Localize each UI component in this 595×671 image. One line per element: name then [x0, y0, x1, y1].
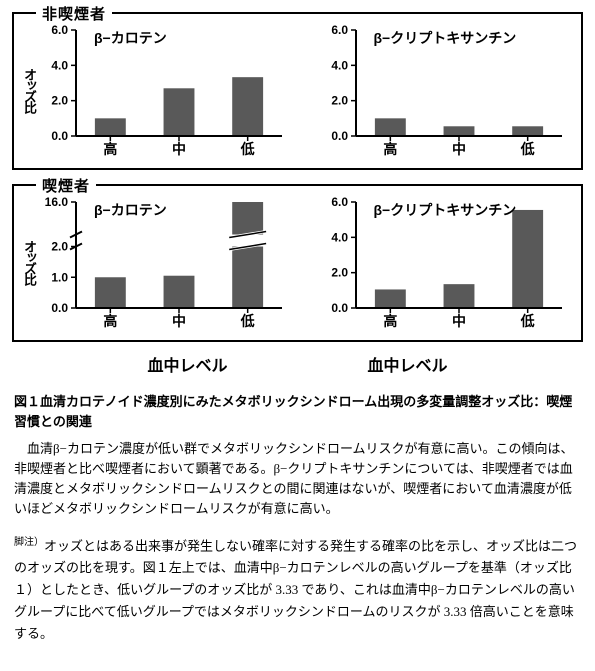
- svg-text:高: 高: [103, 313, 117, 329]
- xaxis-label-row: 血中レベル 血中レベル: [12, 352, 583, 376]
- svg-text:低: 低: [519, 141, 534, 157]
- chart-title-bottom-right: β−クリプトキサンチン: [374, 200, 517, 220]
- svg-text:中: 中: [452, 141, 466, 157]
- svg-text:高: 高: [383, 313, 397, 329]
- panel-smokers: 喫煙者 オッズ比 β−カロテン 0.01.02.016.0高中低 β−クリプトキ…: [12, 184, 583, 342]
- figure-body: 血清β−カロテン濃度が低い群でメタボリックシンドロームリスクが有意に高い。この傾…: [14, 439, 581, 520]
- footnote-label: 脚注）: [14, 537, 44, 548]
- footnote-text: オッズとはある出来事が発生しない確率に対する発生する確率の比を示し、オッズ比は二…: [14, 538, 577, 641]
- svg-text:0.0: 0.0: [51, 301, 68, 315]
- svg-text:低: 低: [519, 313, 534, 329]
- chart-bottom-left: オッズ比 β−カロテン 0.0 1.0 2.0 16.0 高 中 低: [22, 192, 294, 332]
- svg-text:低: 低: [240, 313, 255, 329]
- svg-text:4.0: 4.0: [331, 230, 348, 244]
- svg-text:16.0: 16.0: [45, 195, 69, 209]
- svg-text:2.0: 2.0: [51, 240, 68, 254]
- svg-text:2.0: 2.0: [331, 94, 348, 108]
- panel-nonsmokers: 非喫煙者 オッズ比 β−カロテン 0.02.04.06.0高中低 β−クリプトキ…: [12, 12, 583, 170]
- chart-row-top: オッズ比 β−カロテン 0.0 2.0 4.0 6.0 高 中 低 β−クリプトキサンチン …: [22, 20, 573, 160]
- svg-text:0.0: 0.0: [51, 129, 68, 143]
- xaxis-label-left: 血中レベル: [147, 352, 227, 376]
- chart-title-bottom-left: β−カロテン: [94, 200, 167, 220]
- svg-text:0.0: 0.0: [331, 301, 348, 315]
- svg-text:低: 低: [240, 141, 255, 157]
- svg-text:2.0: 2.0: [51, 94, 68, 108]
- svg-text:中: 中: [452, 313, 466, 329]
- svg-text:6.0: 6.0: [331, 23, 348, 37]
- footnote: 脚注）オッズとはある出来事が発生しない確率に対する発生する確率の比を示し、オッズ…: [14, 534, 581, 646]
- svg-text:2.0: 2.0: [331, 266, 348, 280]
- chart-top-left: オッズ比 β−カロテン 0.0 2.0 4.0 6.0 高 中 低: [22, 20, 294, 160]
- chart-top-right: β−クリプトキサンチン 0.0 2.0 4.0 6.0 高 中 低: [302, 20, 574, 160]
- svg-text:高: 高: [103, 141, 117, 157]
- ylabel-top-left: オッズ比: [20, 68, 39, 112]
- svg-text:4.0: 4.0: [331, 58, 348, 72]
- svg-text:0.0: 0.0: [331, 129, 348, 143]
- svg-text:4.0: 4.0: [51, 58, 68, 72]
- chart-bottom-right: β−クリプトキサンチン 0.0 2.0 4.0 6.0 高 中 低: [302, 192, 574, 332]
- svg-text:6.0: 6.0: [51, 23, 68, 37]
- svg-text:中: 中: [172, 141, 186, 157]
- chart-row-bottom: オッズ比 β−カロテン 0.0 1.0 2.0 16.0 高 中 低 β−クリプトキサンチン…: [22, 192, 573, 332]
- svg-text:高: 高: [383, 141, 397, 157]
- chart-title-top-left: β−カロテン: [94, 28, 167, 48]
- svg-text:6.0: 6.0: [331, 195, 348, 209]
- figure-caption: 図１血清カロテノイド濃度別にみたメタボリックシンドローム出現の多変量調整オッズ比…: [14, 392, 581, 431]
- svg-text:1.0: 1.0: [51, 270, 68, 284]
- ylabel-bottom-left: オッズ比: [20, 240, 39, 284]
- chart-title-top-right: β−クリプトキサンチン: [374, 28, 517, 48]
- svg-text:中: 中: [172, 313, 186, 329]
- xaxis-label-right: 血中レベル: [368, 352, 448, 376]
